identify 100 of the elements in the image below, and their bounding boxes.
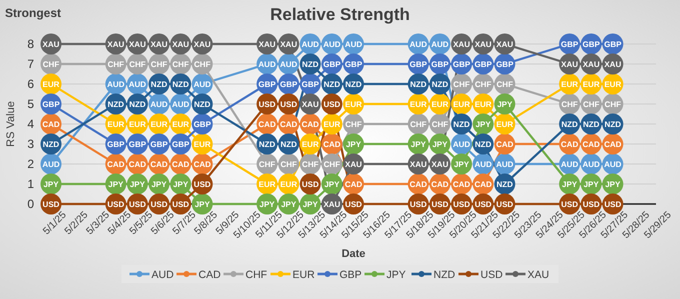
text: GBP xyxy=(410,60,427,69)
text: GBP xyxy=(194,120,211,129)
text: XAU xyxy=(302,100,319,109)
text: EUR xyxy=(302,140,319,149)
text: USD xyxy=(172,200,190,209)
text: CAD xyxy=(280,120,298,129)
text: XAU xyxy=(604,60,622,69)
text: CAD xyxy=(431,180,449,189)
text: EUR xyxy=(128,120,146,129)
text: JPY xyxy=(454,160,470,169)
text: GBP xyxy=(172,140,190,149)
text: XAU xyxy=(107,40,124,49)
text: USD xyxy=(42,200,60,209)
text: Strongest xyxy=(5,6,62,20)
text: GBP xyxy=(452,60,470,69)
text: XAU xyxy=(42,40,60,49)
text: NZD xyxy=(345,80,362,89)
text: CAD xyxy=(496,140,514,149)
text: NZD xyxy=(582,120,600,129)
text: CAD xyxy=(42,120,60,129)
legend-label: GBP xyxy=(340,269,362,281)
text: AUD xyxy=(280,60,298,69)
text: NZD xyxy=(561,120,578,129)
text: CAD xyxy=(194,160,211,169)
text: CHF xyxy=(150,60,168,69)
text: JPY xyxy=(432,140,448,149)
text: USD xyxy=(431,200,448,209)
text: XAU xyxy=(453,40,470,49)
chart-title: Relative Strength xyxy=(270,5,410,24)
y-tick-label: 6 xyxy=(27,76,34,91)
text: NZD xyxy=(324,80,340,89)
text: JPY xyxy=(584,180,599,189)
text: AUD xyxy=(323,40,341,49)
text: EUR xyxy=(561,80,578,89)
y-tick-label: 0 xyxy=(27,196,34,211)
text: XAU xyxy=(172,40,190,49)
text: CAD xyxy=(107,160,124,169)
text: CHF xyxy=(582,100,600,109)
text: NZD xyxy=(496,180,513,189)
legend-label: CHF xyxy=(246,269,268,281)
text: AUD xyxy=(344,40,362,49)
text: AUD xyxy=(194,80,211,89)
text: JPY xyxy=(346,140,362,149)
text: GBP xyxy=(280,80,298,89)
text: CHF xyxy=(258,160,276,169)
text: USD xyxy=(474,200,492,209)
text: JPY xyxy=(302,200,318,209)
text: CHF xyxy=(410,120,427,129)
text: AUD xyxy=(128,80,146,89)
text: AUD xyxy=(604,160,622,169)
text: CAD xyxy=(150,160,168,169)
text: GBP xyxy=(150,140,168,149)
text: AUD xyxy=(582,160,600,169)
text: EUR xyxy=(323,120,340,129)
text: EUR xyxy=(258,180,276,189)
text: CAD xyxy=(452,180,470,189)
legend-label: CAD xyxy=(198,269,222,281)
legend-label: JPY xyxy=(386,269,406,281)
x-axis-title: Date xyxy=(342,248,366,260)
text: CAD xyxy=(410,180,427,189)
text: CHF xyxy=(432,120,448,129)
text: CHF xyxy=(172,60,189,69)
text: GBP xyxy=(604,40,622,49)
text: CAD xyxy=(258,120,276,129)
text: JPY xyxy=(324,180,340,189)
text: NZD xyxy=(258,140,276,149)
text: CHF xyxy=(302,160,319,169)
text: JPY xyxy=(43,180,59,189)
text: USD xyxy=(128,200,146,209)
text: XAU xyxy=(410,160,427,169)
text: CAD xyxy=(474,180,492,189)
text: XAU xyxy=(128,40,146,49)
legend-label: NZD xyxy=(434,269,456,281)
text: AUD xyxy=(42,160,60,169)
text: NZD xyxy=(129,100,146,109)
text: GBP xyxy=(258,80,276,89)
text: NZD xyxy=(604,120,622,129)
text: JPY xyxy=(108,180,124,189)
text: CHF xyxy=(194,60,210,69)
text: NZD xyxy=(172,80,189,89)
text: XAU xyxy=(474,40,492,49)
text: AUD xyxy=(452,140,470,149)
text: USD xyxy=(258,100,276,109)
text: AUD xyxy=(410,40,427,49)
text: JPY xyxy=(151,180,167,189)
text: CHF xyxy=(280,160,297,169)
text: CAD xyxy=(302,120,319,129)
text: USD xyxy=(280,100,298,109)
text: XAU xyxy=(431,160,448,169)
text: AUD xyxy=(302,40,319,49)
text: CHF xyxy=(345,120,362,129)
legend-label: AUD xyxy=(152,269,174,281)
text: USD xyxy=(604,200,622,209)
text: USD xyxy=(453,200,470,209)
text: CHF xyxy=(453,80,470,89)
text: EUR xyxy=(194,140,211,149)
text: AUD xyxy=(474,160,492,169)
text: JPY xyxy=(562,180,578,189)
text: USD xyxy=(410,200,427,209)
text: GBP xyxy=(344,60,362,69)
